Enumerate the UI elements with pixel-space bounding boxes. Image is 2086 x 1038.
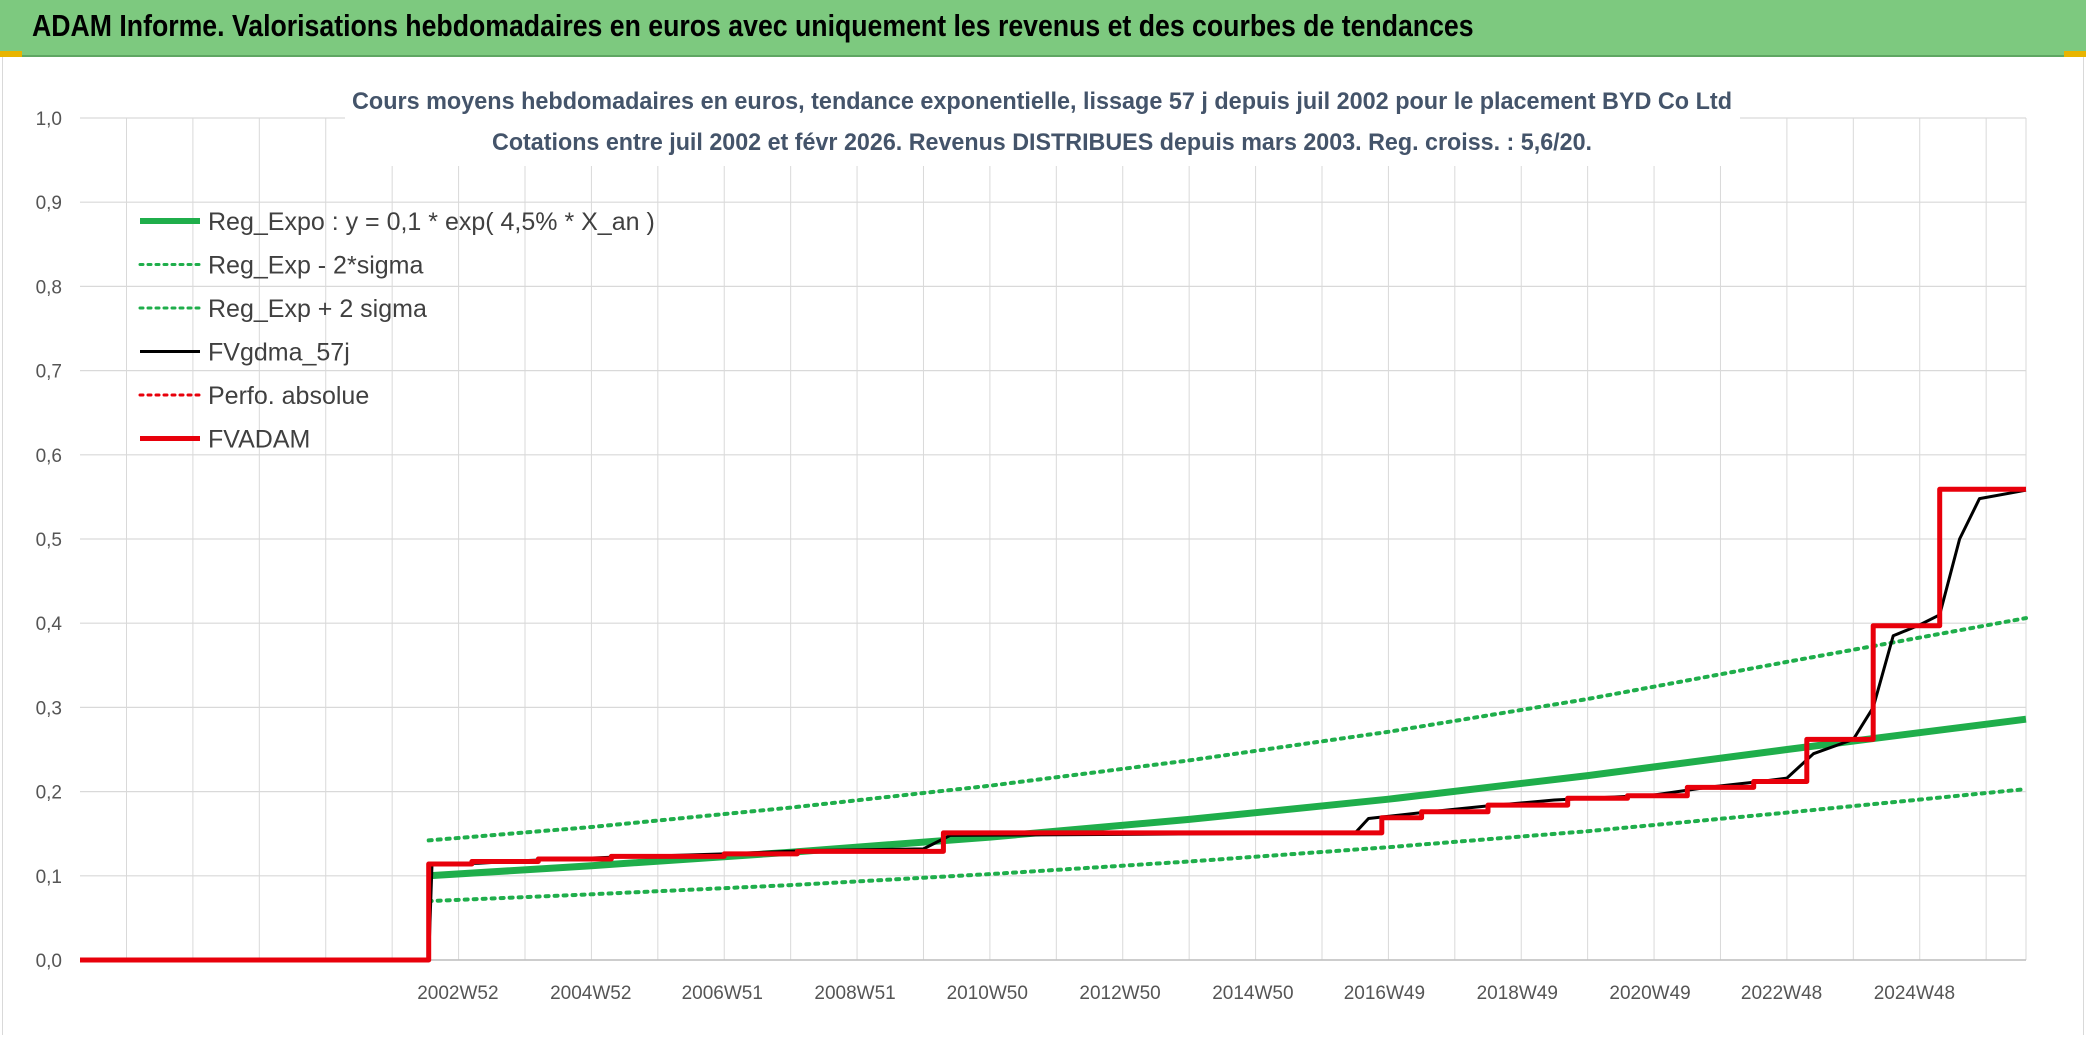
legend-label-5: FVADAM xyxy=(208,426,310,454)
x-tick-label: 2022W48 xyxy=(1741,983,1822,1004)
y-tick-label: 0,7 xyxy=(36,362,62,383)
x-tick-label: 2020W49 xyxy=(1609,983,1690,1004)
y-tick-label: 0,8 xyxy=(36,277,62,298)
legend-label-0: Reg_Expo : y = 0,1 * exp( 4,5% * X_an ) xyxy=(208,208,655,236)
y-tick-label: 0,1 xyxy=(36,867,62,888)
series-line-2 xyxy=(426,616,2028,843)
y-tick-label: 0,0 xyxy=(36,951,62,972)
series-layer xyxy=(80,486,2028,963)
x-tick-label: 2002W52 xyxy=(417,983,498,1004)
y-tick-label: 1,0 xyxy=(36,109,62,130)
axis-layer: 0,0 0,1 0,2 0,3 0,4 0,5 0,6 0,7 0,8 0,9 1,0 2002W52… xyxy=(36,109,2026,1004)
x-tick-label: 2014W50 xyxy=(1212,983,1293,1004)
series-line-0 xyxy=(428,715,2027,880)
x-tick-label: 2010W50 xyxy=(947,983,1028,1004)
grid-layer xyxy=(80,117,2027,961)
series-line-1 xyxy=(426,787,2028,904)
chart-subtitle: Cotations entre juil 2002 et févr 2026. … xyxy=(492,129,1592,156)
header-bar: ADAM Informe. Valorisations hebdomadaire… xyxy=(0,0,2086,57)
x-tick-label: 2012W50 xyxy=(1079,983,1160,1004)
legend: Reg_Expo : y = 0,1 * exp( 4,5% * X_an ) R… xyxy=(138,208,655,454)
x-tick-label: 2016W49 xyxy=(1344,983,1425,1004)
series-line-3 xyxy=(80,488,2027,962)
legend-label-2: Reg_Exp + 2 sigma xyxy=(208,295,427,323)
chart-title: Cours moyens hebdomadaires en euros, ten… xyxy=(352,88,1732,115)
y-tick-label: 0,5 xyxy=(36,530,62,551)
chart-frame xyxy=(2,57,2084,1035)
y-tick-label: 0,4 xyxy=(36,614,63,635)
y-tick-label: 0,3 xyxy=(36,698,62,719)
x-tick-label: 2006W51 xyxy=(682,983,763,1004)
series-line-5 xyxy=(80,486,2026,963)
legend-label-3: FVgdma_57j xyxy=(208,339,350,367)
y-tick-label: 0,2 xyxy=(36,783,62,804)
report-title: ADAM Informe. Valorisations hebdomadaire… xyxy=(32,8,1474,43)
x-tick-label: 2008W51 xyxy=(814,983,895,1004)
y-tick-label: 0,9 xyxy=(36,193,62,214)
corner-accent-right xyxy=(2064,51,2086,57)
x-tick-label: 2004W52 xyxy=(550,983,631,1004)
x-tick-label: 2024W48 xyxy=(1874,983,1955,1004)
legend-label-4: Perfo. absolue xyxy=(208,382,369,410)
legend-label-1: Reg_Exp - 2*sigma xyxy=(208,252,423,280)
title-background xyxy=(345,76,1740,166)
y-tick-label: 0,6 xyxy=(36,446,62,467)
corner-accent-left xyxy=(0,51,22,57)
x-tick-label: 2018W49 xyxy=(1477,983,1558,1004)
